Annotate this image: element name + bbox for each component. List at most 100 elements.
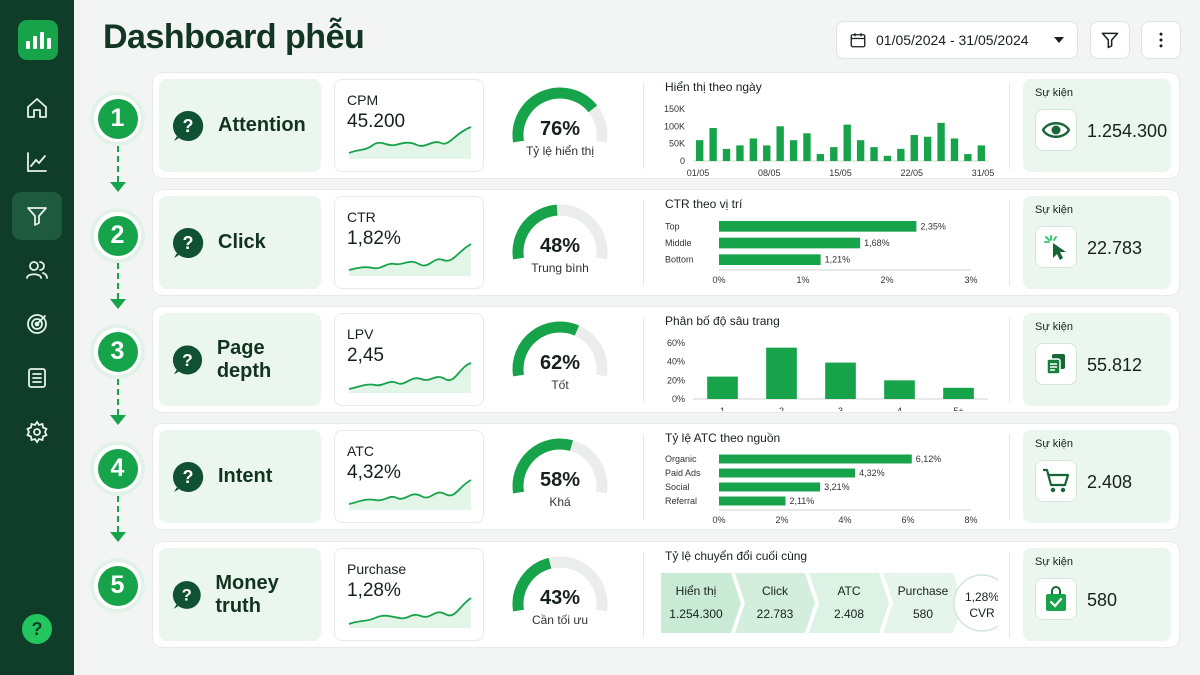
x-tick-label: 3: [838, 406, 843, 411]
cvr-badge: [953, 574, 998, 632]
category-label: Middle: [665, 238, 692, 248]
app-logo-icon[interactable]: [18, 20, 58, 60]
filter-icon: [1101, 32, 1119, 49]
metric-value: 1,28%: [347, 580, 401, 601]
sidebar-item-settings[interactable]: [12, 408, 62, 456]
chart-bar: [923, 136, 932, 161]
sidebar-item-funnel[interactable]: [12, 192, 62, 240]
funnel-step: [883, 573, 963, 633]
help-button[interactable]: ?: [22, 614, 52, 644]
metric-card[interactable]: LPV 2,45: [334, 313, 484, 406]
funnel-step-label: Purchase: [898, 584, 949, 598]
metric-value: 1,82%: [347, 228, 401, 249]
chart-bar: [950, 138, 959, 161]
sidebar: ?: [0, 0, 74, 675]
x-tick-label: 6%: [901, 515, 914, 525]
sidebar-item-home[interactable]: [12, 84, 62, 132]
funnel-row-click: ? Click CTR 1,82% 48% Trung bình CTR the…: [152, 189, 1180, 296]
stage-label[interactable]: ? Page depth: [159, 313, 321, 406]
line-chart-icon: [27, 152, 47, 172]
category-label: Social: [665, 482, 690, 492]
step-connector: [117, 146, 119, 182]
gauge-label: Cần tối ưu: [531, 613, 589, 627]
event-card[interactable]: Sự kiện 55.812: [1023, 313, 1171, 406]
y-tick-label: 50K: [669, 139, 685, 149]
chart-bar: [937, 122, 945, 161]
chevron-down-icon: [1054, 37, 1064, 43]
sidebar-item-users[interactable]: [12, 246, 62, 294]
data-label: 4,32%: [859, 468, 885, 478]
sidebar-item-analytics[interactable]: [12, 138, 62, 186]
chart-bar: [719, 496, 786, 506]
chart-title: Tỷ lệ ATC theo nguồn: [665, 431, 780, 445]
home-icon: [27, 98, 47, 118]
metric-card[interactable]: ATC 4,32%: [334, 430, 484, 523]
target-icon: [27, 314, 47, 334]
chart-bar: [964, 154, 972, 161]
event-label: Sự kiện: [1035, 204, 1073, 216]
metric-card[interactable]: Purchase 1,28%: [334, 548, 484, 641]
date-range-picker[interactable]: 01/05/2024 - 31/05/2024: [836, 21, 1078, 59]
category-label: Top: [665, 221, 680, 231]
gauge-chart: [512, 321, 608, 377]
y-tick-label: 150K: [664, 104, 685, 114]
event-card[interactable]: Sự kiện 22.783: [1023, 196, 1171, 289]
metric-name: ATC: [347, 443, 374, 459]
cursor-click-icon: [1035, 226, 1077, 268]
stage-label[interactable]: ? Money truth: [159, 548, 321, 641]
event-card[interactable]: Sự kiện 1.254.300: [1023, 79, 1171, 172]
gauge-percent: 48%: [539, 235, 581, 257]
gauge-percent: 62%: [539, 352, 581, 374]
step-badge-3: 3: [94, 328, 141, 375]
sidebar-item-goals[interactable]: [12, 300, 62, 348]
gear-icon: [26, 420, 48, 444]
chart-bar: [825, 362, 856, 399]
stage-label[interactable]: ? Click: [159, 196, 321, 289]
filter-button[interactable]: [1090, 21, 1130, 59]
arrow-down-icon: [110, 532, 126, 542]
chart-bar: [763, 145, 771, 161]
y-tick-label: 0%: [672, 394, 685, 404]
chart-bar: [943, 387, 974, 399]
event-value: 22.783: [1087, 238, 1143, 258]
event-card[interactable]: Sự kiện 2.408: [1023, 430, 1171, 523]
x-tick-label: 01/05: [687, 168, 710, 177]
x-tick-label: 8%: [964, 515, 977, 525]
funnel-step: [735, 573, 815, 633]
users-icon: [26, 261, 48, 279]
event-label: Sự kiện: [1035, 321, 1073, 333]
funnel-icon: [27, 207, 47, 226]
sidebar-item-reports[interactable]: [12, 354, 62, 402]
event-card[interactable]: Sự kiện 580: [1023, 548, 1171, 641]
chart-bar: [719, 468, 856, 478]
svg-text:?: ?: [182, 349, 193, 369]
more-options-button[interactable]: [1141, 21, 1181, 59]
funnel-step-label: Click: [762, 584, 789, 598]
step-connector: [117, 496, 119, 532]
divider: [643, 552, 644, 638]
arrow-down-icon: [110, 415, 126, 425]
chart-bar: [719, 254, 821, 265]
stage-label[interactable]: ? Intent: [159, 430, 321, 523]
gauge-chart: [512, 438, 608, 494]
divider: [643, 83, 644, 169]
gauge-fill: [512, 321, 580, 377]
chart-bar: [803, 133, 811, 161]
stage-label[interactable]: ? Attention: [159, 79, 321, 172]
x-tick-label: 3%: [964, 275, 977, 285]
category-label: Organic: [665, 454, 697, 464]
x-tick-label: 22/05: [900, 168, 923, 177]
stage-name: Attention: [218, 114, 306, 136]
x-tick-label: 4%: [838, 515, 851, 525]
chart-bar: [696, 140, 704, 161]
chart-bar: [910, 135, 918, 161]
funnel-row-page-depth: ? Page depth LPV 2,45 62% Tốt Phân bố độ…: [152, 306, 1180, 413]
x-tick-label: 15/05: [829, 168, 852, 177]
chart-bar: [766, 347, 797, 399]
metric-card[interactable]: CTR 1,82%: [334, 196, 484, 289]
step-badge-4: 4: [94, 445, 141, 492]
metric-card[interactable]: CPM 45.200: [334, 79, 484, 172]
event-value: 2.408: [1087, 472, 1133, 492]
chart: Hiển thị theo ngày 150K 100K 50K 001/05 08/05…: [664, 80, 994, 177]
x-tick-label: 1: [720, 406, 725, 411]
